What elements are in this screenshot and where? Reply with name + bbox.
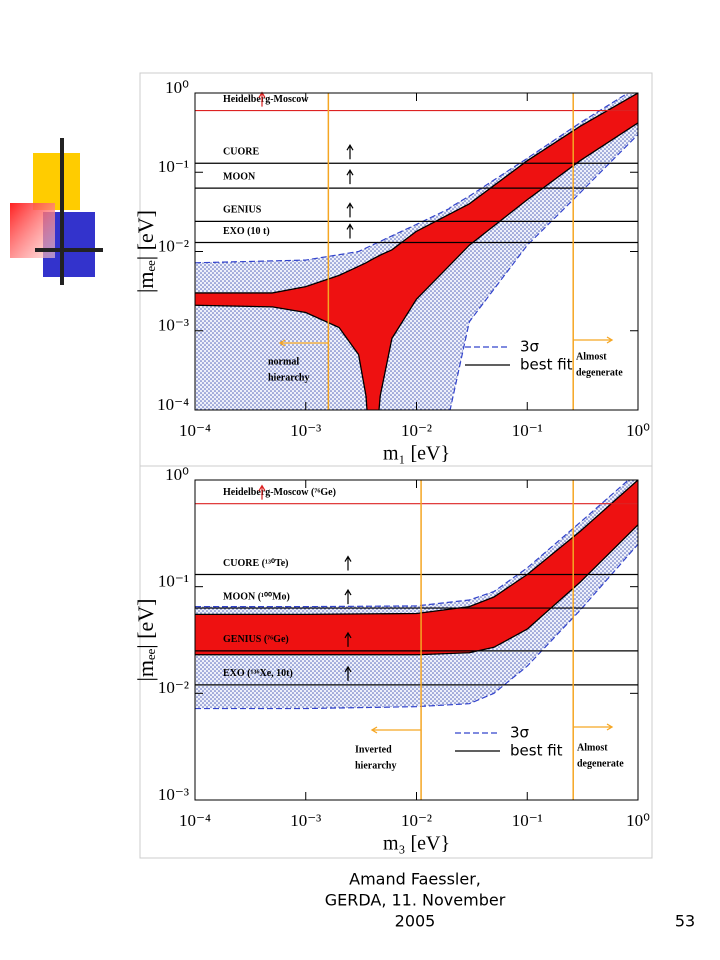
logo [10, 138, 103, 285]
band-edge [195, 122, 638, 410]
band-edge [195, 480, 630, 608]
band-edge [195, 524, 638, 656]
footer-line: Amand Faessler, [349, 870, 481, 889]
y-tick-label: 10⁻¹ [158, 157, 189, 176]
x-tick-label: 10⁻¹ [512, 421, 543, 440]
annotation: hierarchy [268, 372, 309, 383]
sensitivity-label: MOON [223, 171, 256, 182]
arrow [344, 665, 352, 681]
band-edge [195, 543, 638, 710]
sensitivity-label: CUORE [223, 147, 259, 158]
sensitivity-label: EXO (¹³⁶Xe, 10t) [223, 668, 293, 679]
y-tick-label: 10⁰ [165, 78, 189, 97]
y-tick-label: 10⁻⁴ [157, 395, 189, 414]
legend-label: 3σ [520, 338, 540, 356]
band-edge [195, 480, 638, 616]
arrow [344, 555, 352, 571]
y-tick-label: 10⁻¹ [158, 572, 189, 591]
legend-label: best fit [510, 742, 563, 760]
sensitivity-label: Heidelberg-Moscow (⁷⁶Ge) [223, 487, 336, 498]
sensitivity-label: GENIUS [223, 205, 262, 216]
annotation: Almost [576, 351, 607, 362]
annotation-arrow [573, 336, 614, 344]
x-tick-label: 10⁻⁴ [179, 421, 211, 440]
page-number: 53 [675, 912, 695, 931]
y-tick-label: 10⁻³ [158, 316, 189, 335]
y-axis-label: |mₑₑ| [eV] [133, 210, 158, 293]
annotation: normal [268, 356, 299, 367]
x-axis-label: m₃ [eV} [383, 833, 450, 855]
annotation: Almost [577, 742, 608, 753]
annotation: degenerate [576, 367, 623, 378]
sensitivity-label: GENIUS (⁷⁶Ge) [223, 634, 289, 645]
sensitivity-label: MOON (¹⁰⁰Mo) [223, 591, 290, 602]
logo-yellow [33, 153, 80, 210]
sensitivity-label: EXO (10 t) [223, 226, 270, 237]
legend-label: 3σ [510, 724, 530, 742]
x-tick-label: 10⁰ [626, 811, 650, 830]
x-tick-label: 10⁻¹ [512, 811, 543, 830]
annotation: Inverted [355, 744, 392, 755]
y-tick-label: 10⁻² [158, 236, 189, 255]
x-tick-label: 10⁰ [626, 421, 650, 440]
band-fill [195, 480, 638, 655]
arrow [344, 631, 352, 647]
y-tick-label: 10⁰ [165, 465, 189, 484]
arrow [344, 588, 352, 605]
sensitivity-label: Heidelberg-Moscow [223, 94, 309, 105]
y-tick-label: 10⁻³ [158, 785, 189, 804]
footer-line: GERDA, 11. November [325, 891, 506, 910]
annotation-arrow [278, 339, 329, 347]
arrow [346, 202, 354, 218]
annotation-arrow [573, 723, 614, 731]
x-tick-label: 10⁻⁴ [179, 811, 211, 830]
x-tick-label: 10⁻² [401, 811, 432, 830]
plot-area [195, 93, 638, 410]
annotation: degenerate [577, 758, 624, 769]
arrow [346, 168, 354, 185]
arrow [346, 223, 354, 239]
x-tick-label: 10⁻² [401, 421, 432, 440]
legend-label: best fit [520, 356, 573, 374]
arrow [258, 484, 266, 500]
annotation-arrow [370, 726, 422, 734]
footer-line: 2005 [395, 912, 436, 931]
x-axis-label: m₁ [eV} [383, 443, 450, 465]
x-tick-label: 10⁻³ [290, 421, 321, 440]
annotation: hierarchy [355, 760, 396, 771]
band-edge [195, 93, 630, 264]
y-tick-label: 10⁻² [158, 678, 189, 697]
sensitivity-label: CUORE (¹³⁰Te) [223, 558, 288, 569]
x-tick-label: 10⁻³ [290, 811, 321, 830]
y-axis-label: |mₑₑ| [eV] [133, 598, 158, 681]
arrow [346, 144, 354, 160]
band-edge [195, 93, 638, 294]
band-fill [195, 93, 638, 410]
